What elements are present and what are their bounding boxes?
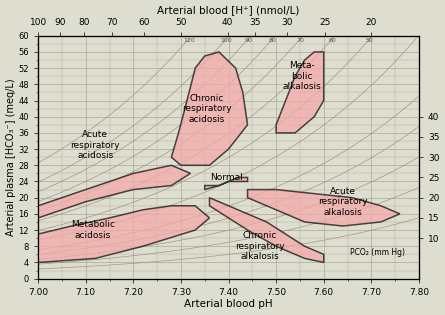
Polygon shape — [38, 165, 190, 218]
Text: 70: 70 — [296, 38, 304, 43]
Polygon shape — [171, 52, 247, 165]
Text: 120: 120 — [183, 38, 195, 43]
X-axis label: Arterial blood [H⁺] (nmol/L): Arterial blood [H⁺] (nmol/L) — [158, 6, 299, 15]
Text: Normal: Normal — [210, 173, 243, 182]
Y-axis label: Arterial plasma [HCO₃⁻] (meq/L): Arterial plasma [HCO₃⁻] (meq/L) — [5, 78, 16, 236]
Text: 90: 90 — [244, 38, 252, 43]
Text: 80: 80 — [269, 38, 276, 43]
Polygon shape — [247, 190, 400, 226]
Text: Acute
respiratory
alkalosis: Acute respiratory alkalosis — [318, 187, 368, 217]
Text: Meta-
bolic
alkalosis: Meta- bolic alkalosis — [283, 61, 322, 91]
Text: PCO₂ (mm Hg): PCO₂ (mm Hg) — [350, 248, 405, 257]
Polygon shape — [210, 198, 324, 262]
Text: 100: 100 — [221, 38, 232, 43]
X-axis label: Arterial blood pH: Arterial blood pH — [184, 300, 273, 309]
Text: Acute
respiratory
acidosis: Acute respiratory acidosis — [70, 130, 120, 160]
Text: Chronic
respiratory
alkalosis: Chronic respiratory alkalosis — [235, 231, 284, 261]
Text: Metabolic
acidosis: Metabolic acidosis — [71, 220, 115, 240]
Polygon shape — [38, 206, 210, 262]
Text: 50: 50 — [366, 38, 373, 43]
Text: Chronic
respiratory
acidosis: Chronic respiratory acidosis — [182, 94, 232, 123]
Polygon shape — [205, 177, 247, 190]
Polygon shape — [276, 52, 324, 133]
Text: 60: 60 — [328, 38, 336, 43]
